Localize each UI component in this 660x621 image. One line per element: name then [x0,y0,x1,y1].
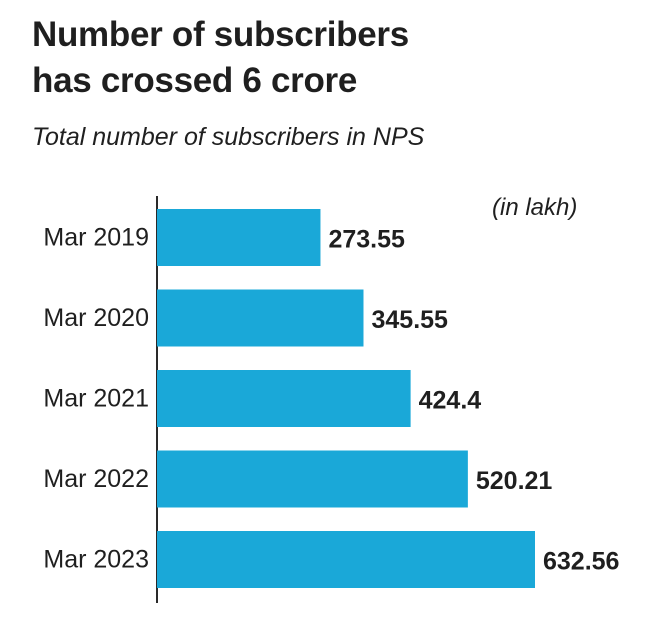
bar-mar-2021 [157,370,411,427]
category-label: Mar 2022 [43,465,149,493]
bar-mar-2022 [157,450,468,508]
value-label: 424.4 [419,387,482,415]
chart-title-line-1: Number of subscribers [32,15,409,54]
category-label: Mar 2023 [43,546,149,574]
chart-subtitle: Total number of subscribers in NPS [32,123,425,151]
category-label: Mar 2020 [43,304,149,332]
category-label: Mar 2019 [43,224,149,252]
chart-title: Number of subscribers has crossed 6 cror… [32,12,409,104]
value-label: 632.56 [543,548,619,576]
value-label: 273.55 [328,226,405,254]
bar-mar-2020 [157,289,364,347]
value-label: 345.55 [371,306,448,334]
category-label: Mar 2021 [43,385,149,413]
chart-title-line-2: has crossed 6 crore [32,61,358,100]
unit-note: (in lakh) [492,194,578,221]
bar-mar-2019 [157,209,321,266]
value-label: 520.21 [476,467,553,495]
bar-mar-2023 [157,531,535,588]
